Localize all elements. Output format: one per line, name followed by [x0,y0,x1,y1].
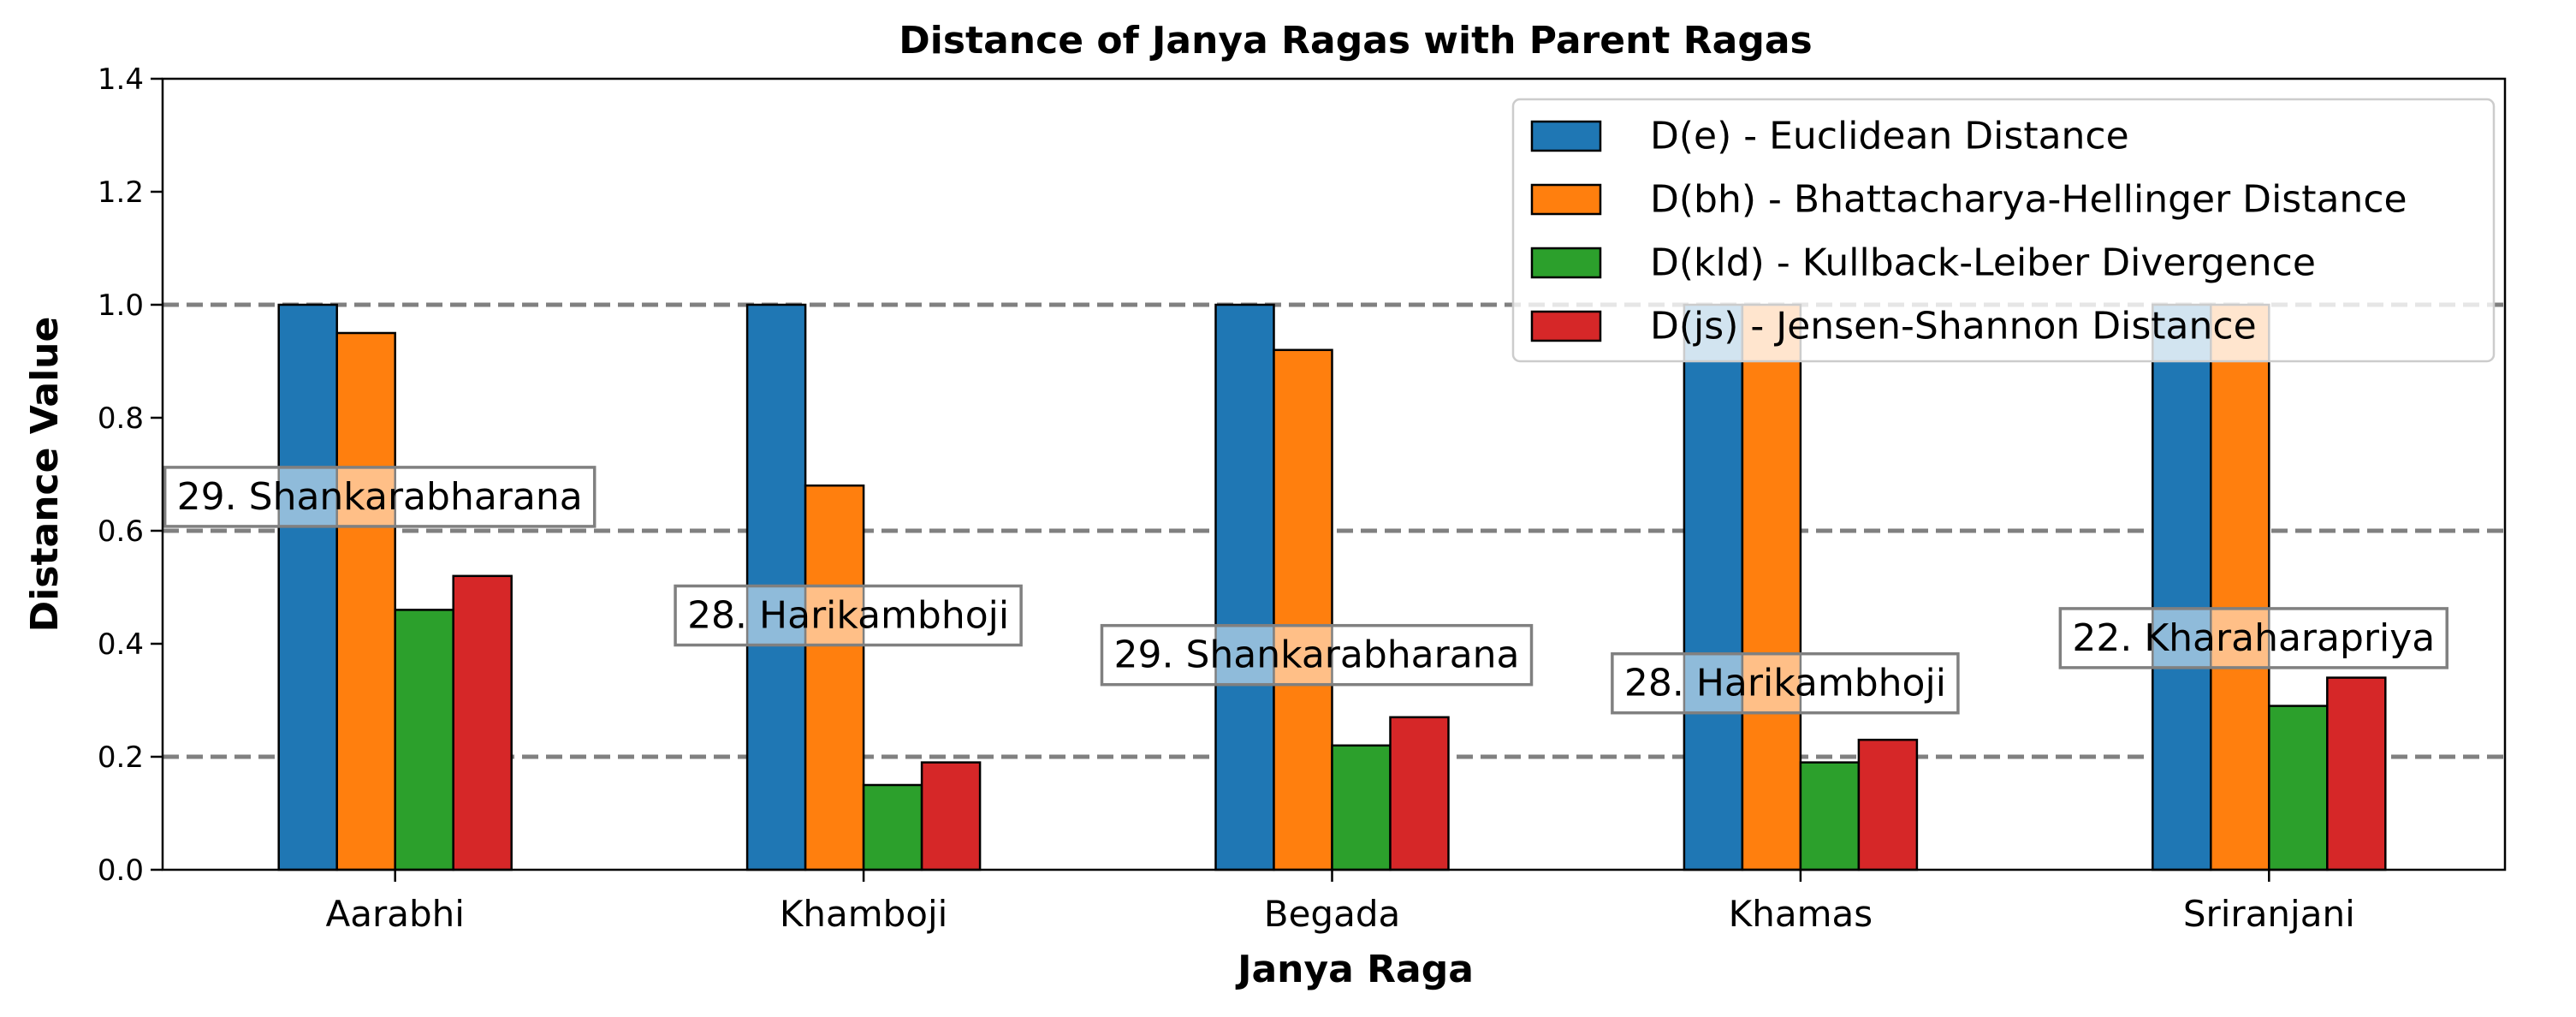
x-axis-label: Janya Raga [1235,948,1474,991]
legend-label: D(js) - Jensen-Shannon Distance [1650,305,2257,348]
y-tick-label: 0.8 [98,401,144,436]
bar-sriranjani-1 [2152,303,2212,871]
bar-khamas-1 [1683,303,1744,871]
legend-swatch [1530,310,1602,342]
annotation-aarabhi: 29. Shankarabharana [163,466,597,528]
bar-begada-1 [1214,303,1275,871]
bar-sriranjani-4 [2326,676,2387,871]
annotation-khamas: 28. Harikambhoji [1611,651,1960,715]
y-tick-label: 0.4 [98,627,144,662]
x-tick-label: Khamas [1729,893,1873,935]
legend-label: D(e) - Euclidean Distance [1650,115,2129,158]
chart-title: Distance of Janya Ragas with Parent Raga… [899,19,1812,62]
annotation-label: 28. Harikambhoji [1624,662,1946,705]
bar-aarabhi-1 [277,303,338,871]
annotation-box [1100,623,1534,687]
bar-khamas-4 [1857,738,1919,871]
legend-swatch [1530,183,1602,216]
bar-aarabhi-2 [335,331,396,871]
bar-begada-4 [1389,716,1450,871]
bar-begada-2 [1273,348,1333,871]
annotation-box [674,584,1023,647]
y-tick-label: 1.4 [98,62,144,97]
x-tick-label: Khamboji [780,893,948,935]
annotation-khamboji: 28. Harikambhoji [674,584,1023,647]
bar-khamboji-4 [920,761,982,871]
bars [277,303,2387,871]
plot-frame [161,77,2507,871]
annotation-box [1611,651,1960,715]
x-tick-label: Begada [1264,893,1400,935]
x-tick-label: Sriranjani [2183,893,2355,935]
annotations: 29. Shankarabharana 28. Harikambhoji 29. S… [163,466,2448,715]
bar-sriranjani-2 [2210,303,2270,871]
x-axis-ticks: Aarabhi Khamboji Begada Khamas Sriranjani [325,870,2355,935]
annotation-box [163,466,597,528]
legend: D(e) - Euclidean Distance D(bh) - Bhattac… [1511,98,2496,363]
y-tick-label: 0.0 [98,853,144,888]
bar-begada-3 [1331,744,1392,871]
annotation-label: 22. Kharaharapriya [2072,616,2435,660]
bar-khamas-2 [1741,303,1802,871]
bar-aarabhi-4 [452,574,513,871]
bar-khamboji-2 [804,484,865,871]
annotation-label: 29. Shankarabharana [1113,633,1519,677]
annotation-box [2058,607,2448,669]
bar-sriranjani-3 [2268,705,2329,871]
legend-label: D(kld) - Kullback-Leiber Divergence [1650,241,2316,285]
y-axis-label: Distance Value [23,317,67,633]
legend-swatch [1530,247,1602,279]
legend-label: D(bh) - Bhattacharya-Hellinger Distance [1650,178,2407,222]
y-axis-ticks: 0.0 0.2 0.4 0.6 0.8 1.0 1.2 1.4 [98,62,163,888]
y-tick-label: 0.2 [98,740,144,775]
bar-khamboji-3 [862,783,923,871]
annotation-sriranjani: 22. Kharaharapriya [2058,607,2448,669]
y-tick-label: 1.0 [98,288,144,323]
x-tick-label: Aarabhi [325,893,464,935]
y-tick-label: 1.2 [98,175,144,210]
annotation-label: 29. Shankarabharana [177,475,583,519]
y-tick-label: 0.6 [98,514,144,549]
annotation-begada: 29. Shankarabharana [1100,623,1534,687]
annotation-label: 28. Harikambhoji [687,594,1009,638]
legend-swatch [1530,120,1602,152]
bar-aarabhi-3 [394,609,454,871]
bar-khamas-3 [1799,761,1861,871]
legend-box [1511,98,2496,363]
